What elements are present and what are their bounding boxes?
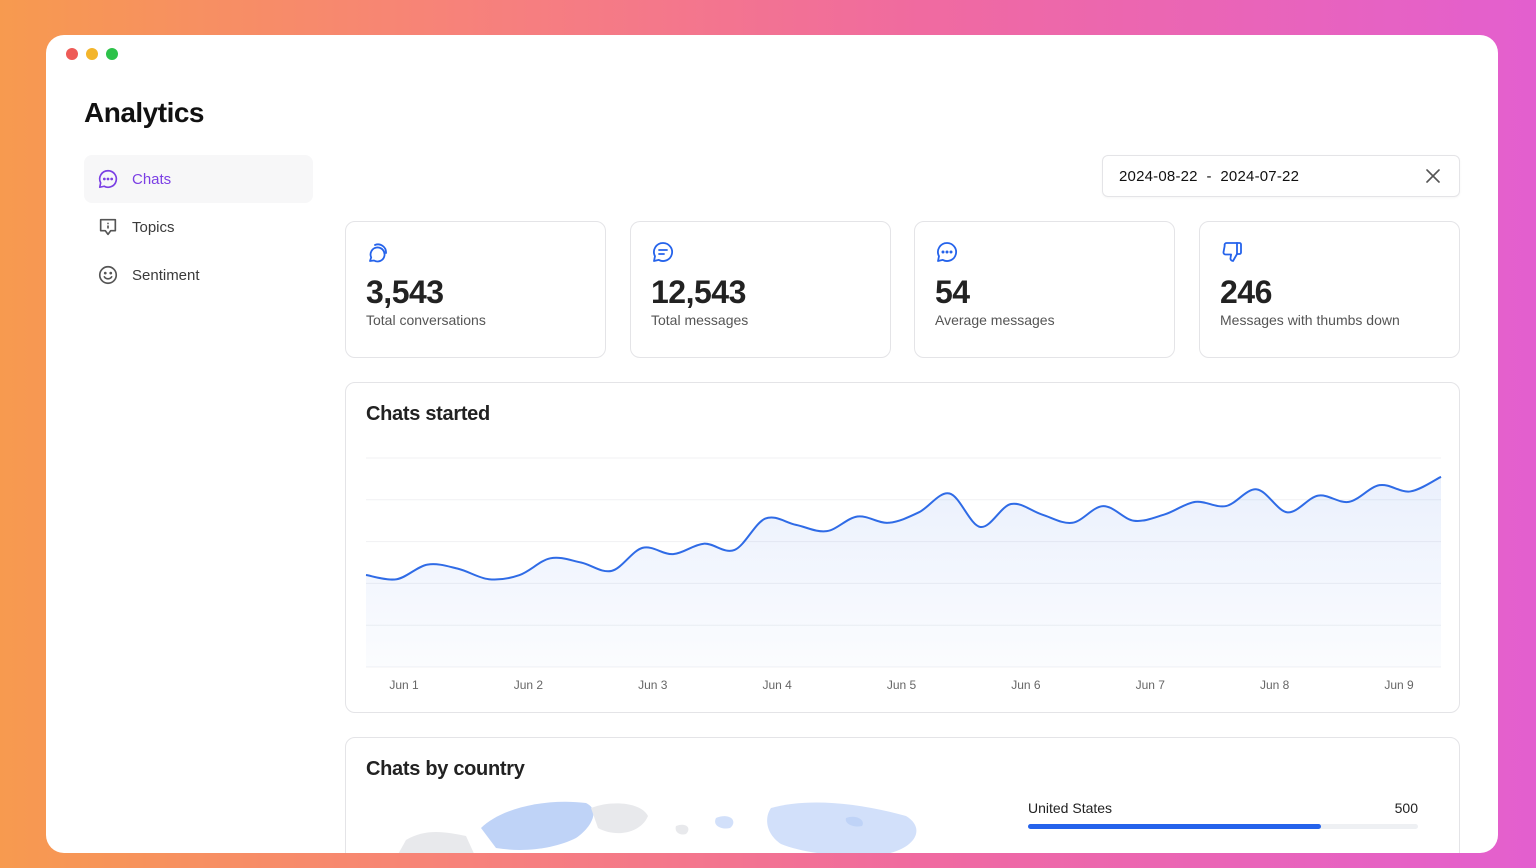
- sidebar-item-topics[interactable]: Topics: [84, 203, 313, 251]
- stat-value: 54: [935, 274, 970, 310]
- x-tick-label: Jun 1: [389, 678, 419, 692]
- country-bar-fill: [1028, 824, 1321, 829]
- panel-title: Chats by country: [366, 758, 525, 780]
- conversations-icon: [366, 240, 390, 264]
- app-window: Analytics Chats Topics: [46, 35, 1498, 853]
- stat-value: 246: [1220, 274, 1272, 310]
- info-bubble-icon: [96, 215, 120, 239]
- sidebar-item-chats[interactable]: Chats: [84, 155, 313, 203]
- series-line: [365, 475, 1442, 581]
- stat-card-messages: 12,543 Total messages: [630, 221, 891, 358]
- stat-card-average: 54 Average messages: [914, 221, 1175, 358]
- stat-label: Total messages: [651, 312, 749, 328]
- x-tick-label: Jun 9: [1384, 678, 1414, 692]
- message-dots-icon: [935, 240, 959, 264]
- stat-card-conversations: 3,543 Total conversations: [345, 221, 606, 358]
- sidebar-item-sentiment[interactable]: Sentiment: [84, 251, 313, 299]
- stat-label: Messages with thumbs down: [1220, 312, 1400, 328]
- stat-label: Average messages: [935, 312, 1055, 328]
- close-icon: [1426, 169, 1440, 183]
- stat-card-thumbs-down: 246 Messages with thumbs down: [1199, 221, 1460, 358]
- stat-value: 12,543: [651, 274, 746, 310]
- chat-bubble-icon: [96, 167, 120, 191]
- chats-started-chart: Jun 1 Jun 2 Jun 3 Jun 4 Jun 5 Jun 6 Jun 7 Jun 8…: [365, 457, 1442, 692]
- series-area: [366, 476, 1441, 667]
- country-row: United States 500: [1028, 800, 1418, 829]
- x-tick-label: Jun 8: [1260, 678, 1290, 692]
- x-tick-label: Jun 6: [1011, 678, 1041, 692]
- sidebar-item-label: Chats: [132, 170, 172, 188]
- x-tick-label: Jun 7: [1136, 678, 1166, 692]
- sidebar-item-label: Sentiment: [132, 266, 200, 284]
- clear-date-button[interactable]: [1423, 166, 1443, 186]
- maximize-window-button[interactable]: [106, 48, 118, 60]
- close-window-button[interactable]: [66, 48, 78, 60]
- sidebar: Chats Topics Sentiment: [84, 155, 313, 299]
- thumbs-down-icon: [1220, 240, 1244, 264]
- x-tick-label: Jun 5: [887, 678, 917, 692]
- x-tick-label: Jun 2: [514, 678, 544, 692]
- country-bar-track: [1028, 824, 1418, 829]
- x-tick-label: Jun 4: [762, 678, 792, 692]
- sidebar-item-label: Topics: [132, 218, 175, 236]
- chart-title: Chats started: [366, 403, 490, 425]
- message-lines-icon: [651, 240, 675, 264]
- window-controls: [66, 48, 118, 60]
- smile-icon: [96, 263, 120, 287]
- world-map: [398, 801, 917, 853]
- stat-label: Total conversations: [366, 312, 486, 328]
- minimize-window-button[interactable]: [86, 48, 98, 60]
- chats-by-country-panel: Chats by country United States 500: [345, 737, 1460, 853]
- x-tick-label: Jun 3: [638, 678, 668, 692]
- page-title: Analytics: [84, 97, 205, 128]
- date-range-value: 2024-08-22 - 2024-07-22: [1119, 167, 1300, 185]
- country-value: 500: [1394, 800, 1418, 816]
- stat-value: 3,543: [366, 274, 444, 310]
- country-name: United States: [1028, 800, 1113, 816]
- date-range-picker[interactable]: 2024-08-22 - 2024-07-22: [1102, 155, 1460, 197]
